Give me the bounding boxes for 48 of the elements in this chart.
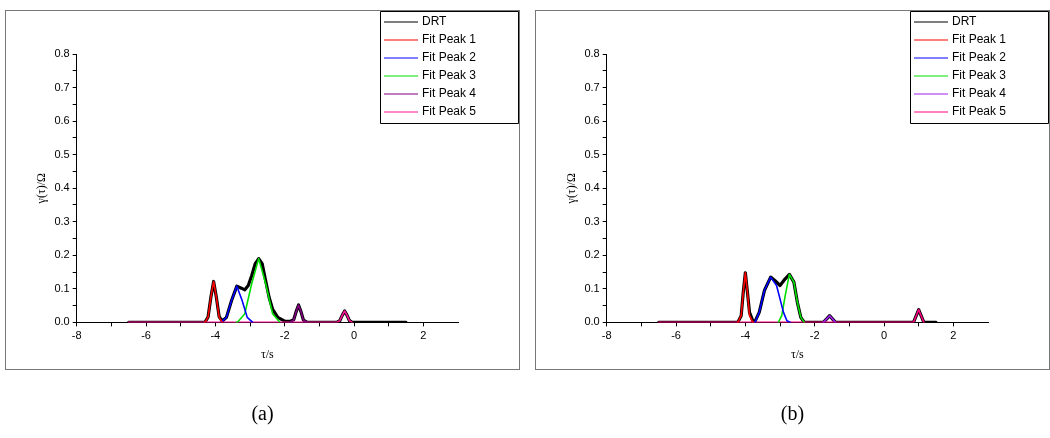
legend-label: Fit Peak 3	[422, 68, 477, 83]
legend-label: Fit Peak 3	[952, 68, 1007, 83]
y-axis-title: γ(τ)/Ω	[34, 172, 49, 205]
x-tick-label: 2	[420, 329, 427, 342]
y-tick-label: 0.7	[54, 80, 70, 93]
y-tick-label: 0.6	[584, 114, 600, 127]
y-tick-label: 0.8	[584, 47, 600, 60]
y-tick-label: 0.1	[584, 281, 600, 294]
legend-label: Fit Peak 1	[422, 32, 477, 47]
y-tick-label: 0.1	[54, 281, 70, 294]
x-tick-label: -4	[740, 329, 751, 342]
x-tick-label: 0	[350, 329, 358, 342]
x-axis-title: τ/s	[260, 346, 275, 361]
y-tick-label: 0.5	[54, 147, 70, 160]
x-axis-title: τ/s	[790, 346, 805, 361]
y-tick-label: 0.2	[54, 248, 70, 261]
legend-label: Fit Peak 2	[952, 50, 1007, 65]
x-tick-label: -2	[279, 329, 290, 342]
x-tick-label: -6	[141, 329, 151, 342]
x-tick-label: -6	[671, 329, 681, 342]
y-tick-label: 0.2	[584, 248, 600, 261]
text: (a)	[250, 402, 275, 425]
legend-label: Fit Peak 5	[952, 104, 1007, 119]
x-tick-label: -8	[71, 329, 82, 342]
y-tick-label: 0.7	[584, 80, 600, 93]
y-tick-label: 0.8	[54, 47, 70, 60]
legend-label: DRT	[422, 14, 448, 29]
legend-label: Fit Peak 2	[422, 50, 477, 65]
y-tick-label: 0.4	[584, 181, 600, 194]
legend-label: Fit Peak 4	[422, 86, 477, 101]
x-tick-label: -2	[809, 329, 820, 342]
x-tick-label: 0	[880, 329, 888, 342]
y-tick-label: 0.5	[584, 147, 600, 160]
y-tick-label: 0.0	[584, 315, 600, 328]
legend-label: Fit Peak 1	[952, 32, 1007, 47]
y-axis-title: γ(τ)/Ω	[564, 172, 579, 205]
y-tick-label: 0.3	[54, 214, 70, 227]
legend-label: DRT	[952, 14, 978, 29]
y-tick-label: 0.6	[54, 114, 70, 127]
x-tick-label: -8	[601, 329, 612, 342]
legend-label: Fit Peak 5	[422, 104, 477, 119]
x-tick-label: -4	[210, 329, 221, 342]
legend-label: Fit Peak 4	[952, 86, 1007, 101]
text: (b)	[779, 402, 806, 425]
x-tick-label: 2	[950, 329, 957, 342]
y-tick-label: 0.4	[54, 181, 70, 194]
y-tick-label: 0.0	[54, 315, 70, 328]
y-tick-label: 0.3	[584, 214, 600, 227]
